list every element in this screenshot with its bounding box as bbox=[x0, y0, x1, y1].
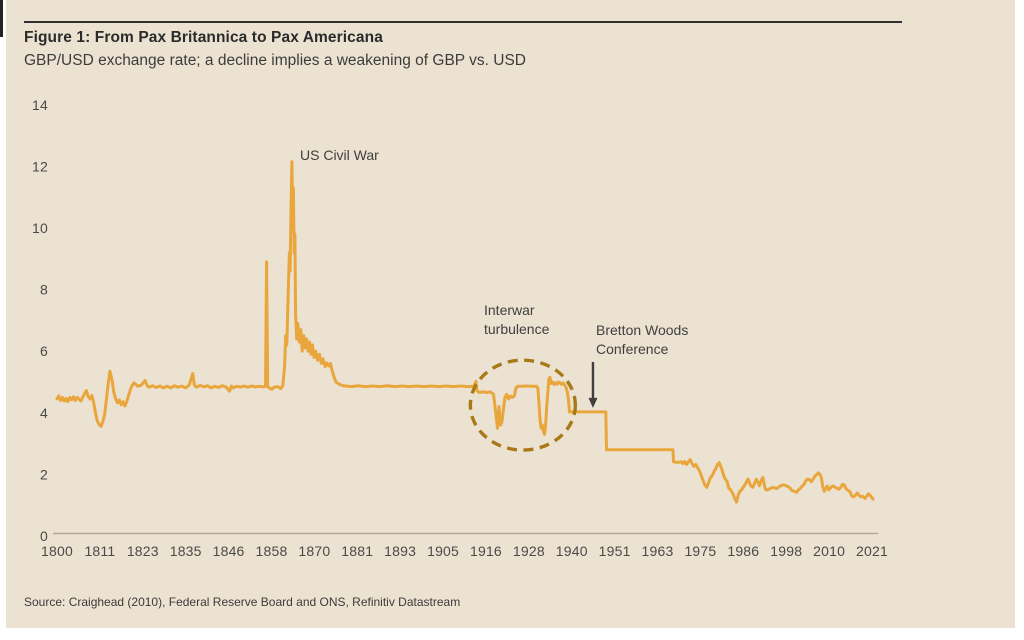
figure-title: Figure 1: From Pax Britannica to Pax Ame… bbox=[24, 29, 383, 46]
annotation-interwar-turbulence: Interwar turbulence bbox=[484, 302, 550, 337]
x-tick-label: 1963 bbox=[642, 543, 674, 559]
page-edge-artifact bbox=[0, 0, 3, 37]
y-tick-label: 12 bbox=[32, 158, 48, 174]
x-tick-label: 1916 bbox=[470, 543, 502, 559]
x-tick-label: 1823 bbox=[127, 543, 159, 559]
x-tick-label: 1998 bbox=[770, 543, 802, 559]
x-tick-label: 1881 bbox=[341, 543, 373, 559]
x-tick-label: 1986 bbox=[727, 543, 759, 559]
bretton-woods-arrowhead bbox=[588, 397, 598, 408]
x-tick-label: 2010 bbox=[813, 543, 845, 559]
gbpusd-line bbox=[55, 160, 875, 504]
x-tick-label: 1905 bbox=[427, 543, 459, 559]
x-tick-label: 1800 bbox=[41, 543, 73, 559]
figure-subtitle: GBP/USD exchange rate; a decline implies… bbox=[24, 52, 526, 69]
x-tick-label: 1928 bbox=[513, 543, 545, 559]
annotation-us-civil-war: US Civil War bbox=[300, 147, 379, 163]
x-tick-label: 1835 bbox=[170, 543, 202, 559]
interwar-dashed-circle bbox=[468, 358, 578, 452]
x-tick-label: 1940 bbox=[556, 543, 588, 559]
y-tick-label: 0 bbox=[40, 528, 48, 544]
y-tick-label: 2 bbox=[40, 466, 48, 482]
x-tick-label: 2021 bbox=[856, 543, 888, 559]
x-tick-label: 1846 bbox=[213, 543, 245, 559]
y-tick-label: 10 bbox=[32, 220, 48, 236]
annotation-bretton-woods: Bretton Woods Conference bbox=[596, 322, 689, 357]
chart-panel bbox=[6, 0, 1015, 628]
x-tick-label: 1893 bbox=[384, 543, 416, 559]
source-note: Source: Craighead (2010), Federal Reserv… bbox=[24, 595, 461, 609]
y-tick-label: 6 bbox=[40, 343, 48, 359]
title-rule bbox=[24, 21, 902, 23]
x-tick-label: 1811 bbox=[84, 543, 115, 559]
x-tick-label: 1858 bbox=[255, 543, 287, 559]
y-tick-label: 4 bbox=[40, 405, 48, 421]
y-tick-label: 14 bbox=[32, 97, 48, 113]
y-tick-label: 8 bbox=[40, 282, 48, 298]
x-tick-label: 1951 bbox=[599, 543, 631, 559]
x-tick-label: 1975 bbox=[684, 543, 716, 559]
x-tick-label: 1870 bbox=[298, 543, 330, 559]
